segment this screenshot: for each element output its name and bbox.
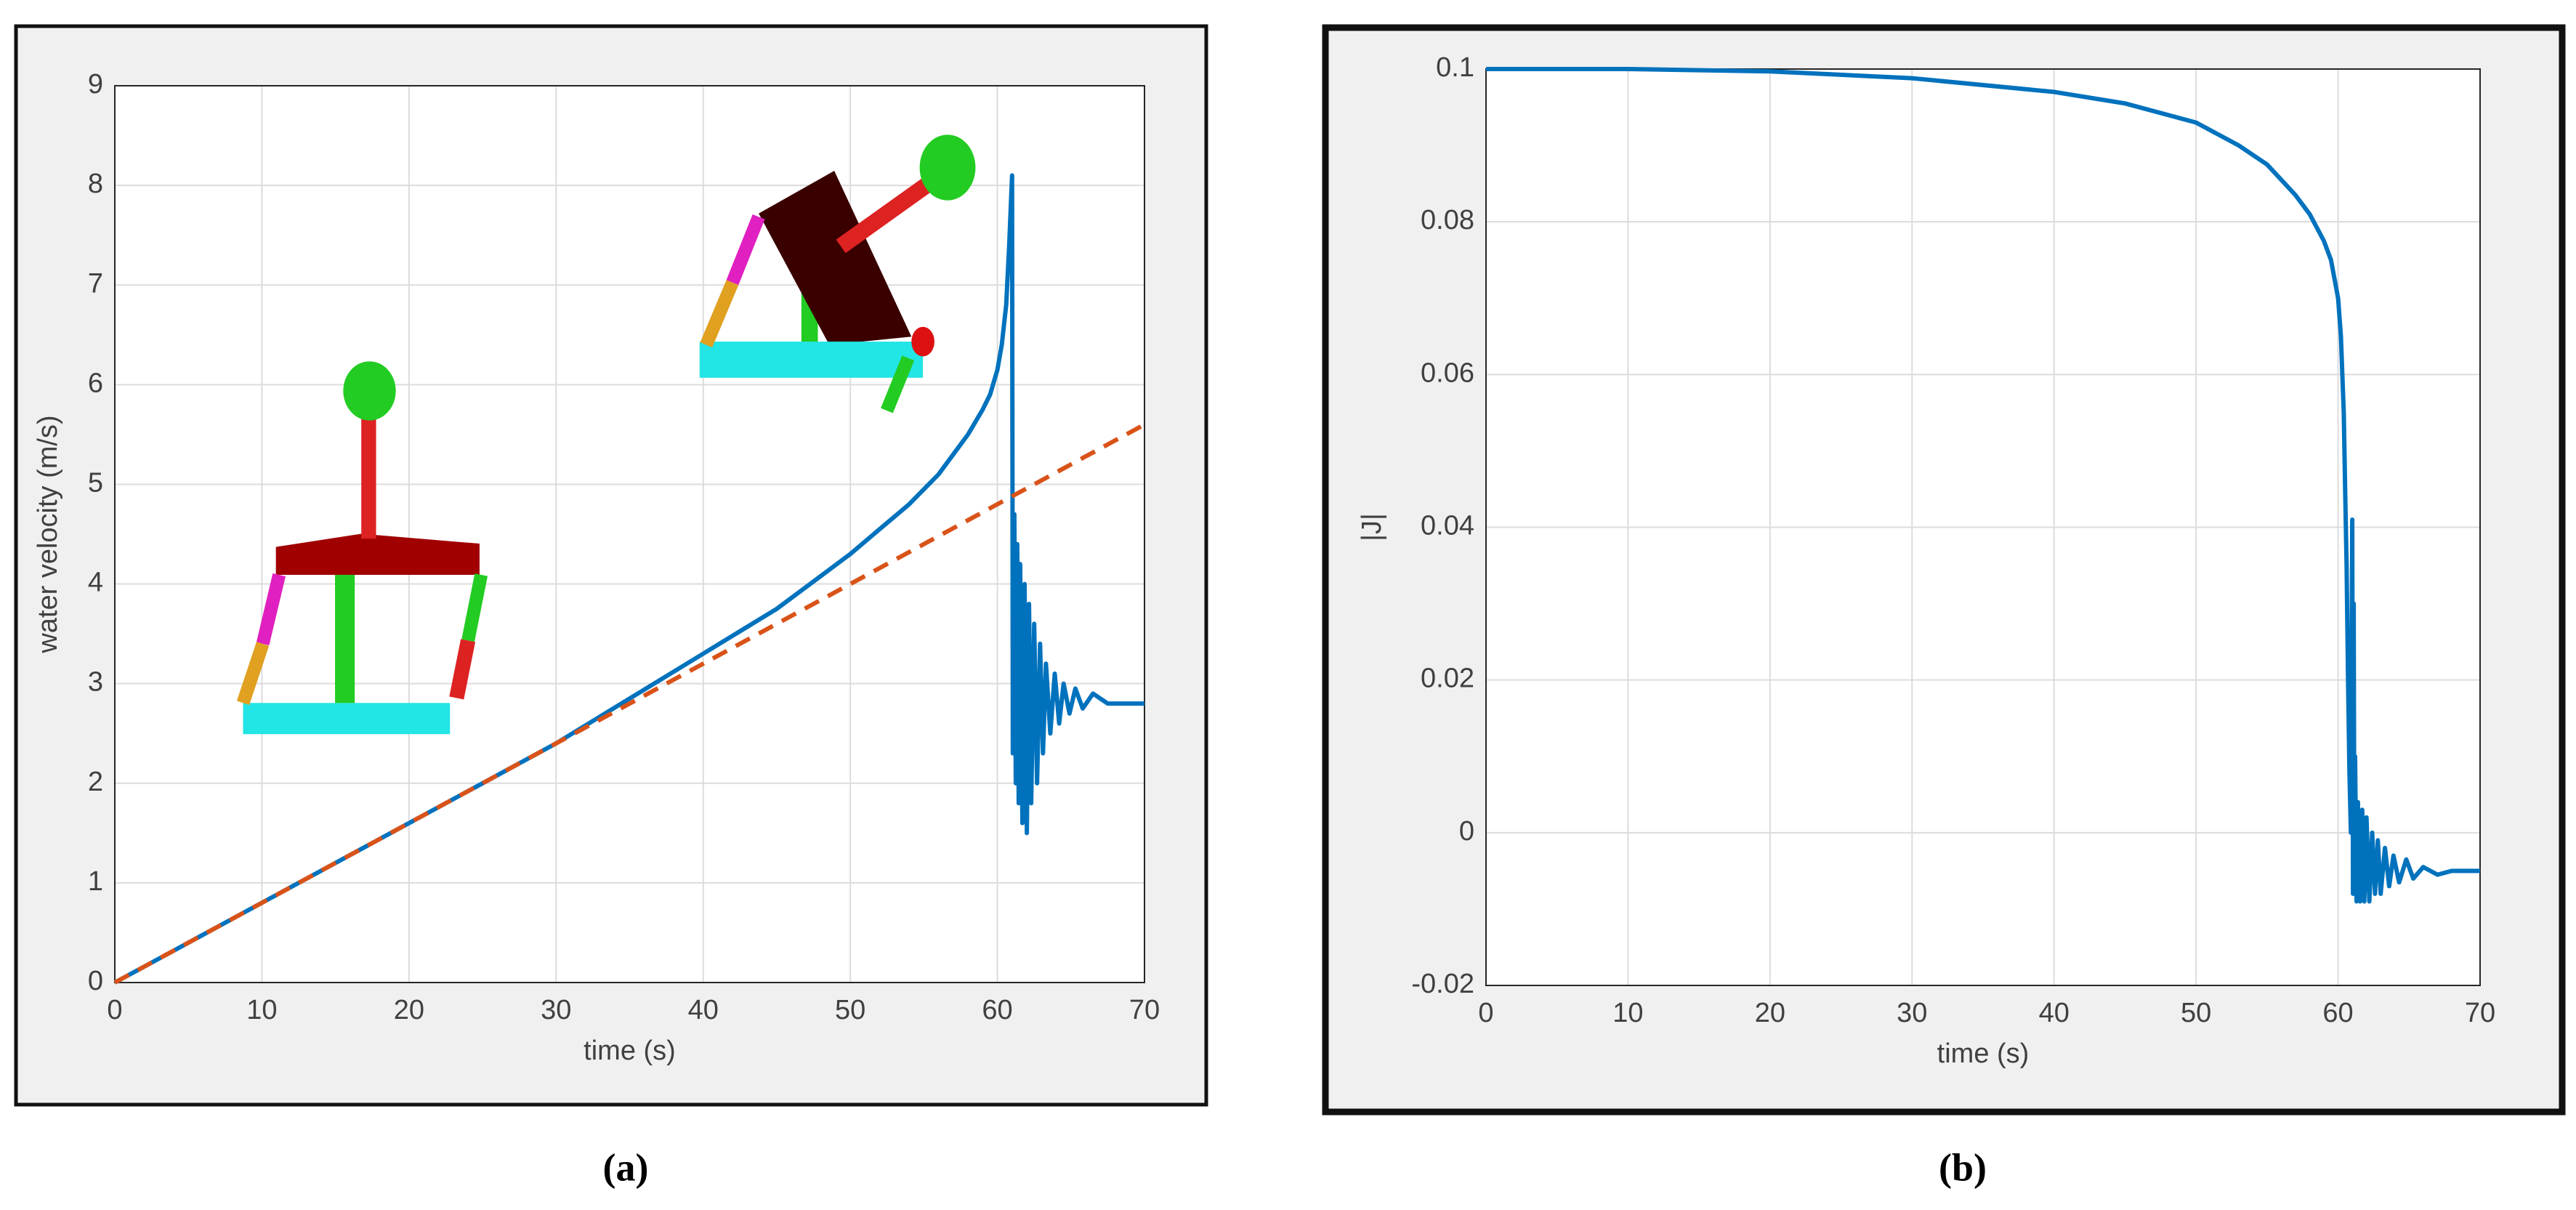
robot-head [343,361,396,421]
robot-base [243,703,451,735]
robot-pole [335,566,355,703]
robot-leg [726,214,765,286]
y-axis-label: |J| [1357,513,1387,541]
robot-body [759,171,912,345]
y-tick-label: 5 [88,467,103,498]
y-tick-label: 0 [1459,816,1474,847]
y-tick-label: 9 [88,69,103,100]
x-tick-label: 40 [2039,998,2070,1028]
y-tick-label: 3 [88,667,103,698]
axes-box [114,85,1145,983]
x-axis-label: time (s) [584,1036,676,1066]
x-tick-label: 60 [2322,998,2353,1028]
robot-leg [700,280,739,348]
robot-foot [911,326,934,357]
x-tick-label: 70 [2465,998,2495,1028]
x-tick-label: 20 [394,995,424,1025]
x-tick-label: 0 [107,995,122,1025]
robot-leg [461,573,488,642]
data-line [113,173,1144,985]
y-tick-label: 6 [88,368,103,398]
robot-neck [361,411,376,539]
plot-area [115,86,1144,983]
y-tick-label: 7 [88,268,103,299]
robot-leg [881,355,915,414]
x-tick-label: 10 [246,995,277,1025]
robot-leg [256,573,286,646]
robot-illustrations [236,134,976,735]
data-line [1486,67,2480,904]
robot-base [699,342,924,378]
y-tick-label: 0.06 [1421,358,1474,388]
x-tick-label: 40 [688,995,719,1025]
caption: (a) [603,1145,649,1189]
data-line [113,422,1146,985]
robot-leg [236,642,270,706]
x-tick-label: 30 [1897,998,1927,1028]
y-tick-label: 0.04 [1421,511,1474,541]
caption: (b) [1939,1145,1987,1189]
chart: 0 10 20 30 40 50 60 70-0.0200.020.040.060.080.1… [1322,24,2566,1189]
x-tick-label: 30 [541,995,571,1025]
chart: 0 10 20 30 40 50 60 70 0 1 2 3 4 5 6 7 8 9 time (s) water v… [14,24,1208,1189]
plots: 0 10 20 30 40 50 60 70 0 1 2 3 4 5 6 7 8 9 time (s) water v… [14,24,2566,1189]
x-tick-label: 10 [1612,998,1643,1028]
y-axis-label: water velocity (m/s) [33,415,63,653]
y-tick-label: 0.1 [1436,52,1474,83]
jumping-robot [699,134,976,414]
y-tick-label: 4 [88,568,103,598]
robot-head [919,134,976,201]
x-tick-label: 70 [1129,995,1160,1025]
x-tick-label: 50 [835,995,865,1025]
y-tick-label: 0.08 [1421,205,1474,235]
y-tick-label: 0.02 [1421,664,1474,694]
x-tick-label: 0 [1478,998,1493,1028]
x-tick-label: 50 [2181,998,2211,1028]
x-tick-label: 20 [1755,998,1785,1028]
y-tick-label: 8 [88,169,103,199]
y-tick-label: -0.02 [1411,969,1474,999]
y-tick-label: 1 [88,866,103,897]
y-tick-label: 0 [88,966,103,996]
robot-leg [449,639,476,700]
y-tick-label: 2 [88,767,103,797]
x-tick-label: 60 [982,995,1012,1025]
standing-robot [236,361,488,735]
x-axis-label: time (s) [1937,1038,2030,1069]
robot-body [275,533,480,575]
axes-box [1485,68,2481,986]
